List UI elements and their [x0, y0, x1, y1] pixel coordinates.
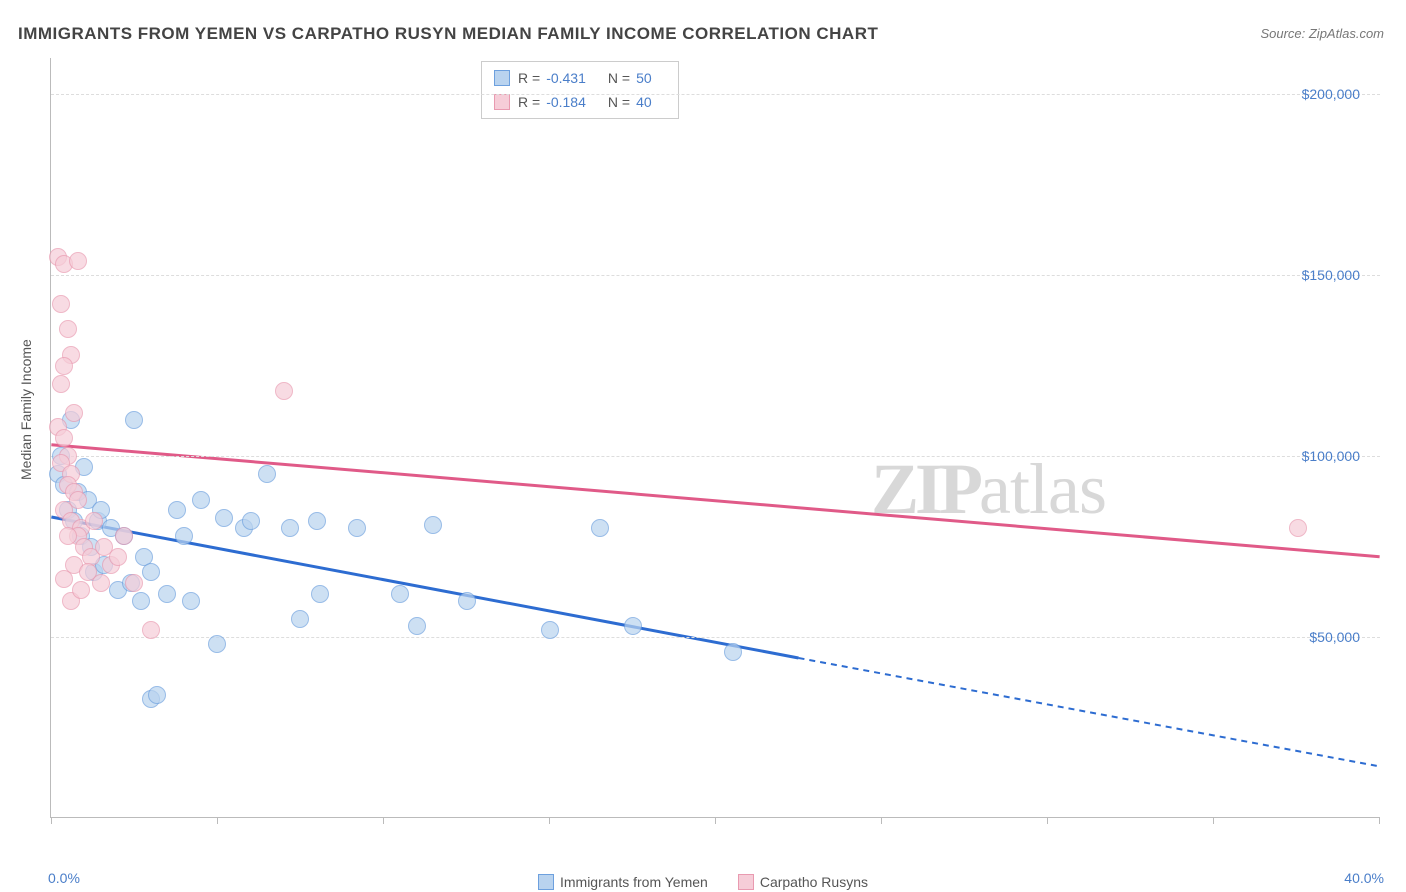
- data-point: [148, 686, 166, 704]
- data-point: [115, 527, 133, 545]
- data-point: [424, 516, 442, 534]
- r-value: -0.184: [546, 94, 586, 110]
- n-value: 50: [636, 70, 652, 86]
- plot-area: ZIPatlas R = -0.431 N = 50 R = -0.184 N = 40 $5…: [50, 58, 1380, 818]
- data-point: [109, 548, 127, 566]
- data-point: [158, 585, 176, 603]
- data-point: [59, 320, 77, 338]
- x-tick: [51, 817, 52, 824]
- data-point: [281, 519, 299, 537]
- data-point: [311, 585, 329, 603]
- data-point: [168, 501, 186, 519]
- data-point: [408, 617, 426, 635]
- n-label: N =: [608, 70, 630, 86]
- watermark: ZIPatlas: [871, 448, 1106, 531]
- data-point: [258, 465, 276, 483]
- r-label: R =: [518, 94, 540, 110]
- data-point: [59, 527, 77, 545]
- data-point: [125, 574, 143, 592]
- data-point: [208, 635, 226, 653]
- data-point: [65, 404, 83, 422]
- y-tick-label: $100,000: [1302, 448, 1360, 464]
- grid-line: [51, 275, 1380, 276]
- bottom-legend: Immigrants from Yemen Carpatho Rusyns: [0, 874, 1406, 890]
- y-tick-label: $150,000: [1302, 267, 1360, 283]
- r-label: R =: [518, 70, 540, 86]
- y-tick-label: $50,000: [1309, 629, 1360, 645]
- x-tick: [549, 817, 550, 824]
- x-tick: [1213, 817, 1214, 824]
- data-point: [724, 643, 742, 661]
- data-point: [391, 585, 409, 603]
- x-tick: [383, 817, 384, 824]
- legend-swatch: [538, 874, 554, 890]
- data-point: [55, 570, 73, 588]
- data-point: [624, 617, 642, 635]
- legend-swatch: [494, 94, 510, 110]
- legend-item: Carpatho Rusyns: [738, 874, 868, 890]
- data-point: [55, 429, 73, 447]
- data-point: [541, 621, 559, 639]
- data-point: [85, 512, 103, 530]
- data-point: [52, 295, 70, 313]
- legend-swatch: [738, 874, 754, 890]
- source-label: Source: ZipAtlas.com: [1260, 26, 1384, 41]
- data-point: [69, 252, 87, 270]
- grid-line: [51, 456, 1380, 457]
- data-point: [458, 592, 476, 610]
- data-point: [72, 581, 90, 599]
- data-point: [132, 592, 150, 610]
- legend-item: Immigrants from Yemen: [538, 874, 708, 890]
- legend-swatch: [494, 70, 510, 86]
- stats-legend: R = -0.431 N = 50 R = -0.184 N = 40: [481, 61, 679, 119]
- data-point: [215, 509, 233, 527]
- x-tick: [1379, 817, 1380, 824]
- data-point: [1289, 519, 1307, 537]
- data-point: [55, 357, 73, 375]
- data-point: [591, 519, 609, 537]
- grid-line: [51, 637, 1380, 638]
- x-tick: [881, 817, 882, 824]
- data-point: [142, 621, 160, 639]
- data-point: [275, 382, 293, 400]
- n-value: 40: [636, 94, 652, 110]
- x-tick: [1047, 817, 1048, 824]
- data-point: [242, 512, 260, 530]
- data-point: [308, 512, 326, 530]
- data-point: [348, 519, 366, 537]
- stats-row: R = -0.431 N = 50: [494, 66, 666, 90]
- data-point: [291, 610, 309, 628]
- y-axis-label: Median Family Income: [18, 339, 34, 480]
- trend-lines: [51, 58, 1380, 817]
- legend-label: Carpatho Rusyns: [760, 874, 868, 890]
- data-point: [182, 592, 200, 610]
- grid-line: [51, 94, 1380, 95]
- data-point: [52, 375, 70, 393]
- legend-label: Immigrants from Yemen: [560, 874, 708, 890]
- data-point: [142, 563, 160, 581]
- chart-title: IMMIGRANTS FROM YEMEN VS CARPATHO RUSYN …: [18, 24, 878, 44]
- r-value: -0.431: [546, 70, 586, 86]
- y-tick-label: $200,000: [1302, 86, 1360, 102]
- data-point: [192, 491, 210, 509]
- x-tick: [715, 817, 716, 824]
- data-point: [92, 574, 110, 592]
- x-tick: [217, 817, 218, 824]
- n-label: N =: [608, 94, 630, 110]
- data-point: [175, 527, 193, 545]
- data-point: [125, 411, 143, 429]
